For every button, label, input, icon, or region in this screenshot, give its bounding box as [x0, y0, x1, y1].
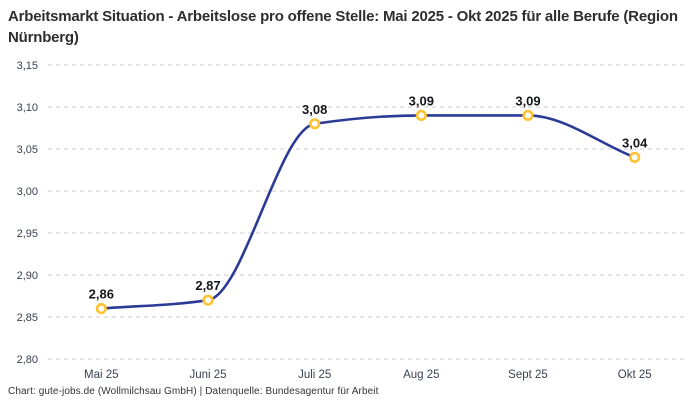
y-tick-label: 2,80: [17, 354, 38, 366]
data-point-label: 3,04: [622, 135, 648, 150]
data-point-label: 3,09: [515, 93, 540, 108]
y-axis-tick-labels: 3,15 3,10 3,05 3,00 2,95 2,90 2,85 2,80: [17, 60, 38, 366]
y-tick-label: 3,05: [17, 144, 38, 156]
data-point-marker: [202, 294, 214, 306]
chart-title: Arbeitsmarkt Situation - Arbeitslose pro…: [8, 8, 678, 46]
data-point-label: 3,09: [409, 93, 434, 108]
data-point-labels-layer: 2,86 2,87 3,08 3,09 3,09 3,04: [89, 93, 648, 301]
gridlines-layer: [48, 64, 688, 360]
line-series-layer: [100, 114, 636, 310]
data-point-markers-layer: [95, 109, 641, 315]
data-point-marker: [629, 151, 641, 163]
x-tick-label: Mai 25: [84, 369, 119, 381]
x-axis-tick-labels: Mai 25 Juni 25 Juli 25 Aug 25 Sept 25 Okt 25: [84, 369, 652, 381]
data-point-label: 2,86: [89, 287, 114, 302]
y-tick-label: 2,85: [17, 312, 38, 324]
data-point-marker: [415, 109, 427, 121]
x-tick-label: Juni 25: [189, 369, 226, 381]
y-tick-label: 3,15: [17, 60, 38, 72]
y-tick-label: 2,90: [17, 270, 38, 282]
line-series-path: [100, 114, 636, 310]
data-point-label: 2,87: [195, 278, 220, 293]
x-tick-label: Sept 25: [508, 369, 548, 381]
data-point-label: 3,08: [302, 102, 327, 117]
x-tick-label: Aug 25: [403, 369, 439, 381]
y-tick-label: 3,10: [17, 102, 38, 114]
y-tick-label: 2,95: [17, 228, 38, 240]
chart-credit: Chart: gute-jobs.de (Wollmilchsau GmbH) …: [8, 386, 379, 397]
x-tick-label: Juli 25: [298, 369, 331, 381]
data-point-marker: [522, 109, 534, 121]
y-tick-label: 3,00: [17, 186, 38, 198]
data-point-marker: [309, 118, 321, 130]
x-tick-label: Okt 25: [618, 369, 652, 381]
data-point-marker: [95, 303, 107, 315]
